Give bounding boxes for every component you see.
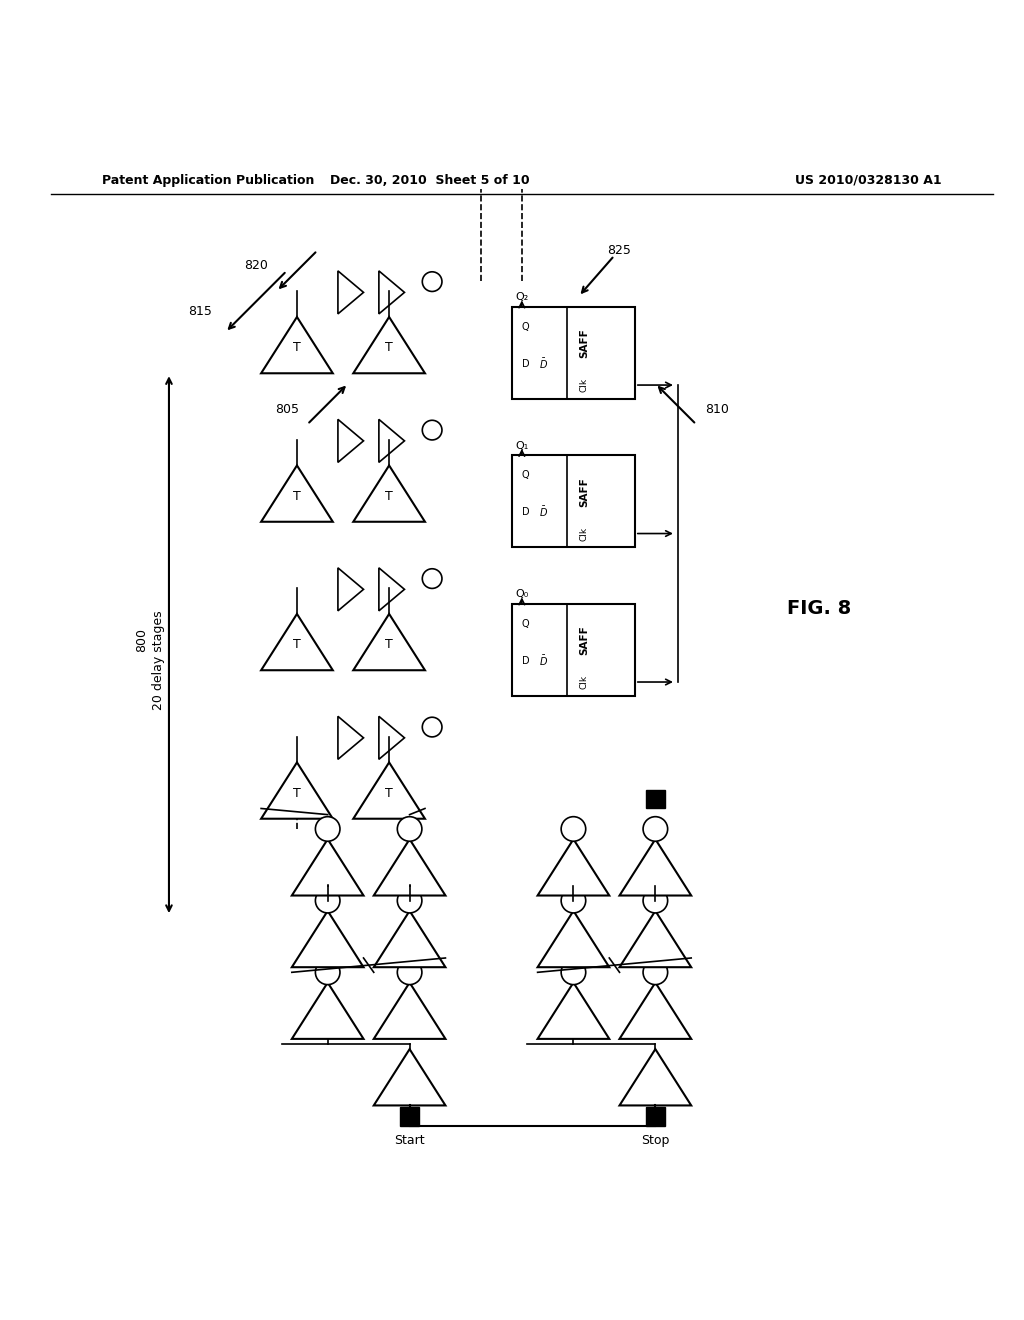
Circle shape [643, 888, 668, 913]
Circle shape [397, 817, 422, 841]
Text: SAFF: SAFF [580, 329, 590, 359]
Text: T: T [293, 490, 301, 503]
Polygon shape [261, 763, 333, 818]
Polygon shape [292, 911, 364, 968]
Circle shape [422, 717, 442, 737]
Text: T: T [293, 639, 301, 651]
Text: FIG. 8: FIG. 8 [787, 599, 851, 618]
Polygon shape [261, 466, 333, 521]
Polygon shape [374, 840, 445, 895]
Polygon shape [338, 271, 364, 314]
Polygon shape [538, 982, 609, 1039]
Circle shape [561, 888, 586, 913]
Circle shape [561, 817, 586, 841]
Polygon shape [338, 420, 364, 462]
FancyBboxPatch shape [512, 306, 635, 399]
Circle shape [643, 817, 668, 841]
FancyBboxPatch shape [512, 603, 635, 696]
Text: Patent Application Publication: Patent Application Publication [102, 174, 314, 186]
Text: T: T [385, 639, 393, 651]
Text: Stop: Stop [641, 1134, 670, 1147]
Circle shape [315, 888, 340, 913]
Polygon shape [353, 317, 425, 374]
Circle shape [397, 960, 422, 985]
Text: Clk: Clk [580, 527, 589, 541]
Polygon shape [620, 840, 691, 895]
Text: Q₀: Q₀ [515, 589, 528, 599]
Text: Dec. 30, 2010  Sheet 5 of 10: Dec. 30, 2010 Sheet 5 of 10 [331, 174, 529, 186]
Polygon shape [338, 568, 364, 611]
Text: 815: 815 [187, 305, 212, 318]
Polygon shape [374, 1049, 445, 1105]
Polygon shape [353, 763, 425, 818]
Bar [400, 1107, 419, 1126]
Polygon shape [353, 614, 425, 671]
Text: Clk: Clk [580, 378, 589, 392]
Polygon shape [374, 911, 445, 968]
Text: D: D [522, 359, 529, 368]
Text: $\bar{D}$: $\bar{D}$ [539, 506, 548, 519]
Polygon shape [379, 568, 404, 611]
Circle shape [315, 960, 340, 985]
FancyBboxPatch shape [512, 455, 635, 548]
Polygon shape [538, 840, 609, 895]
Text: T: T [385, 490, 393, 503]
Bar [646, 791, 665, 808]
Text: Q₁: Q₁ [515, 441, 528, 450]
Polygon shape [353, 466, 425, 521]
Text: Q: Q [522, 470, 529, 480]
Bar [646, 1107, 665, 1126]
Circle shape [561, 960, 586, 985]
Text: Clk: Clk [580, 675, 589, 689]
Text: T: T [385, 342, 393, 355]
Text: D: D [522, 507, 529, 517]
Text: 805: 805 [274, 403, 299, 416]
Circle shape [422, 272, 442, 292]
Polygon shape [379, 420, 404, 462]
Text: US 2010/0328130 A1: US 2010/0328130 A1 [796, 174, 942, 186]
Circle shape [422, 569, 442, 589]
Text: Start: Start [394, 1134, 425, 1147]
Polygon shape [292, 982, 364, 1039]
Text: $\bar{D}$: $\bar{D}$ [539, 356, 548, 371]
Text: Q: Q [522, 619, 529, 628]
Circle shape [643, 960, 668, 985]
Text: T: T [293, 342, 301, 355]
Text: T: T [385, 787, 393, 800]
Text: 810: 810 [705, 403, 729, 416]
Polygon shape [538, 911, 609, 968]
Text: Q: Q [522, 322, 529, 333]
Polygon shape [620, 1049, 691, 1105]
Circle shape [397, 888, 422, 913]
Polygon shape [261, 614, 333, 671]
Text: SAFF: SAFF [580, 626, 590, 656]
Polygon shape [261, 317, 333, 374]
Text: D: D [522, 656, 529, 665]
Text: $\bar{D}$: $\bar{D}$ [539, 653, 548, 668]
Text: 825: 825 [607, 244, 632, 257]
Circle shape [315, 817, 340, 841]
Polygon shape [620, 982, 691, 1039]
Polygon shape [379, 271, 404, 314]
Polygon shape [338, 717, 364, 759]
Polygon shape [374, 982, 445, 1039]
Text: T: T [293, 787, 301, 800]
Polygon shape [379, 717, 404, 759]
Text: 800: 800 [135, 627, 148, 652]
Text: Q₂: Q₂ [515, 292, 528, 302]
Text: 820: 820 [244, 259, 268, 272]
Polygon shape [292, 840, 364, 895]
Polygon shape [620, 911, 691, 968]
Text: SAFF: SAFF [580, 478, 590, 507]
Circle shape [422, 420, 442, 440]
Text: 20 delay stages: 20 delay stages [153, 610, 165, 710]
